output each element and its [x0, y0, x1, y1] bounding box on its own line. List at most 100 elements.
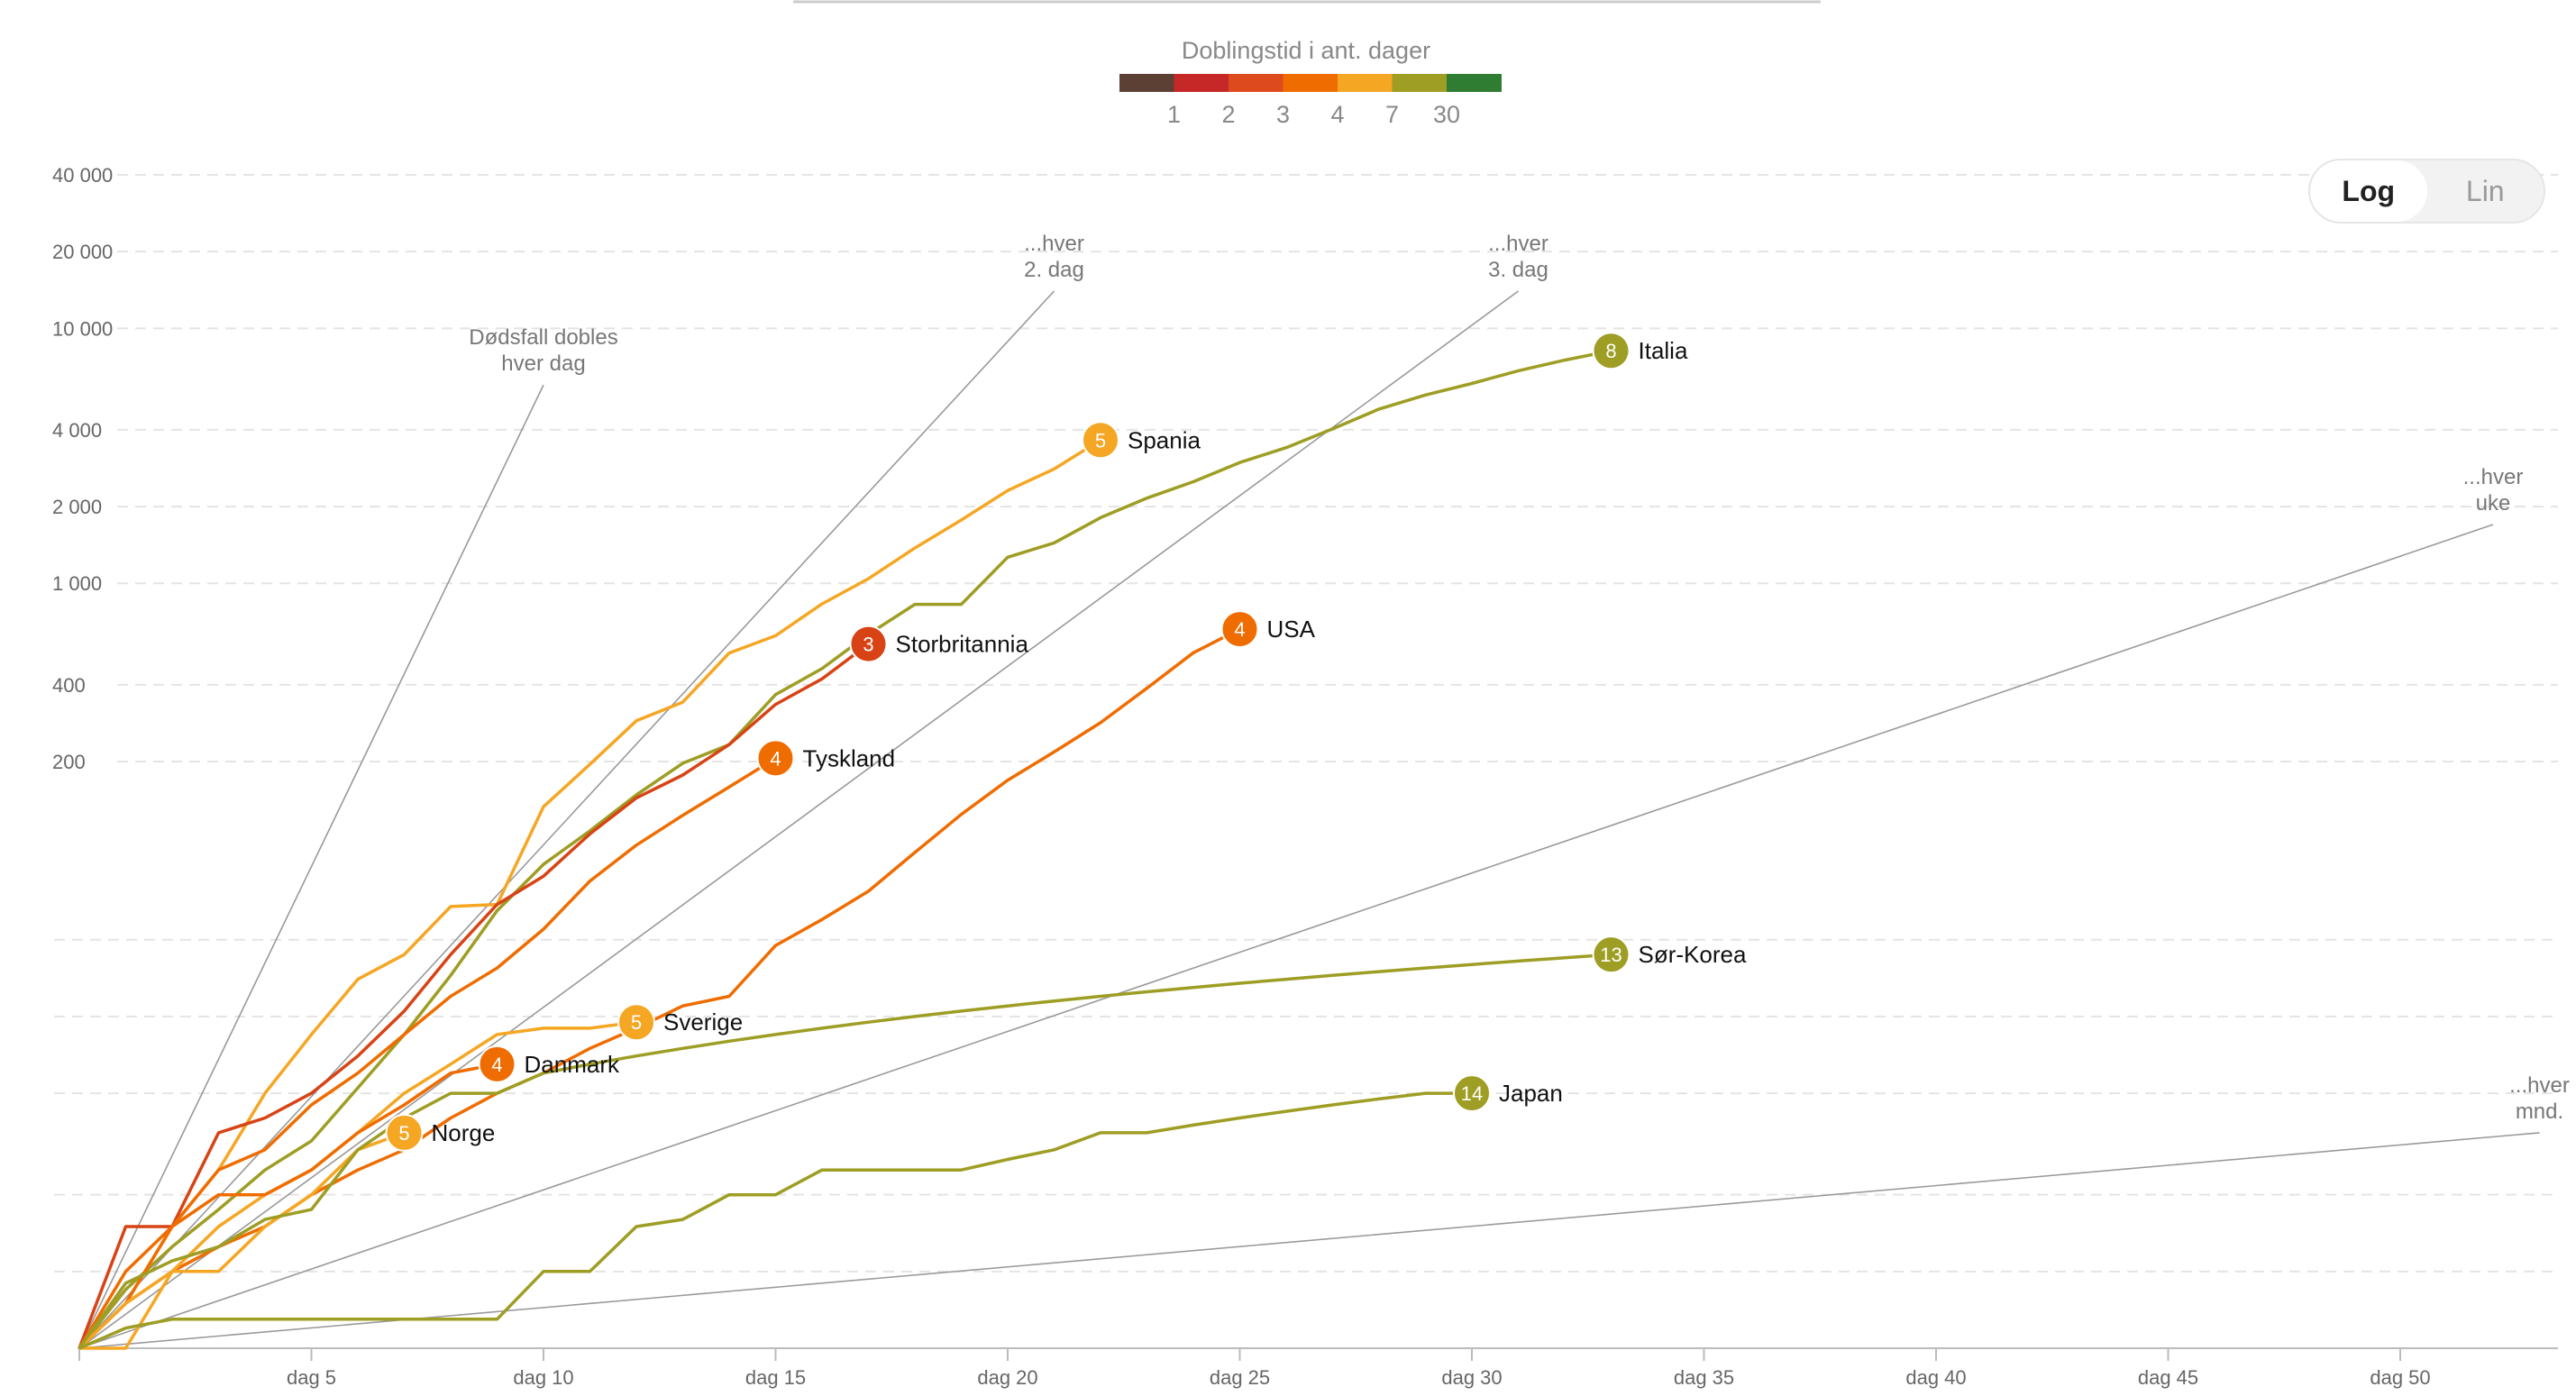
legend-swatch [1338, 74, 1393, 92]
x-tick-label: dag 5 [287, 1366, 336, 1389]
y-tick-label: 10 000 [52, 317, 113, 340]
series-label: Tyskland [803, 744, 896, 771]
series-line [78, 627, 1241, 1350]
legend-swatch [1229, 74, 1283, 92]
x-tick-label: dag 50 [2370, 1366, 2430, 1389]
legend-title: Doblingstid i ant. dager [1182, 37, 1430, 64]
reference-line-label: 2. dag [1024, 258, 1084, 282]
y-tick-label: 4 000 [52, 419, 102, 442]
series-label: Sør-Korea [1639, 941, 1747, 968]
legend-swatch [1447, 74, 1502, 92]
series-endpoint: 5 Norge [385, 1113, 496, 1152]
lin-scale-button[interactable]: Lin [2465, 174, 2505, 207]
series-line [78, 438, 1101, 1350]
reference-line-label: ...hver [1488, 232, 1548, 256]
series-endpoint: 14 Japan [1453, 1074, 1563, 1113]
series-badge [1082, 421, 1119, 460]
series-endpoint: 3 Storbritannia [849, 625, 1029, 663]
x-tick-label: dag 10 [513, 1366, 573, 1389]
legend-labels: 1 2 3 4 7 30 [1167, 101, 1460, 128]
x-tick-label: dag 15 [745, 1366, 806, 1389]
reference-line-label: mnd. [2516, 1099, 2563, 1124]
legend-label: 7 [1385, 101, 1399, 128]
legend-swatches [1119, 74, 1502, 92]
reference-line-label: uke [2476, 491, 2511, 516]
series-badge [1592, 332, 1631, 370]
x-tick-label: dag 30 [1441, 1366, 1502, 1389]
reference-line [78, 524, 2494, 1349]
series-label: Italia [1639, 337, 1688, 364]
series-label: Danmark [525, 1051, 620, 1078]
series-badge [1220, 610, 1259, 649]
x-tick-label: dag 35 [1674, 1366, 1734, 1389]
series-line [78, 756, 777, 1350]
series-badge [385, 1113, 424, 1152]
series-label: Spania [1128, 426, 1201, 453]
reference-line [78, 1132, 2540, 1349]
log-scale-button[interactable]: Log [2310, 160, 2427, 222]
legend-swatch [1283, 74, 1338, 92]
y-tick-label: 1 000 [52, 572, 102, 595]
reference-line-label: Dødsfall dobles [469, 325, 617, 350]
series-endpoint: 5 Spania [1082, 421, 1201, 460]
series-label: USA [1267, 616, 1316, 643]
reference-line [78, 384, 544, 1349]
y-tick-label: 2 000 [52, 496, 102, 518]
series-endpoint: 4 Danmark [478, 1045, 620, 1083]
series-line [78, 1131, 406, 1350]
legend-swatch [1392, 74, 1448, 92]
y-tick-label: 200 [52, 751, 86, 773]
series-badge-number: 8 [1605, 340, 1616, 362]
reference-line-label: ...hver [1024, 232, 1084, 256]
y-axis: 200 400 1 000 2 000 4 000 10 000 20 000 40 000 [52, 164, 113, 773]
y-tick-label: 20 000 [52, 241, 113, 263]
scale-toggle: Log Lin [2308, 159, 2545, 224]
series-badge-number: 4 [1234, 618, 1245, 641]
legend-swatch [1119, 74, 1174, 92]
legend-label: 2 [1221, 101, 1235, 128]
series-badge [1453, 1074, 1491, 1113]
series-endpoint: 13 Sør-Korea [1592, 935, 1747, 974]
series-badge [849, 625, 888, 663]
series-label: Storbritannia [896, 631, 1029, 658]
legend-label: 4 [1330, 101, 1344, 128]
series-label: Norge [432, 1119, 496, 1146]
reference-line-label: ...hver [2463, 465, 2524, 489]
series-badge-number: 3 [863, 634, 873, 656]
y-tick-label: 40 000 [52, 164, 113, 187]
series-badge-number: 14 [1461, 1082, 1483, 1105]
reference-line-label: hver dag [501, 351, 585, 376]
x-axis: dag 5 dag 10 dag 15 dag 20 dag 25 dag 30 dag 3… [78, 1347, 2558, 1389]
legend-label: 30 [1433, 101, 1460, 128]
reference-line [78, 290, 1055, 1349]
x-tick-label: dag 25 [1210, 1366, 1270, 1389]
series-line [78, 1063, 498, 1349]
series-line [78, 349, 1612, 1350]
series-badge [1592, 935, 1631, 974]
series-badge-number: 4 [770, 747, 781, 770]
x-tick-label: dag 20 [977, 1366, 1037, 1389]
legend-swatch [1174, 74, 1229, 92]
x-tick-label: dag 45 [2138, 1366, 2198, 1389]
series-line [78, 643, 870, 1349]
series-badge-number: 13 [1600, 944, 1621, 966]
series-badge-number: 5 [1095, 429, 1106, 452]
reference-line-label: ...hver [2509, 1073, 2570, 1098]
series-badge-number: 5 [398, 1122, 409, 1145]
series-badge [478, 1045, 516, 1083]
series-endpoints: 8 Italia 5 Spania 3 Storbritannia 4 Tyskland 4 US… [385, 332, 1747, 1152]
series-endpoint: 8 Italia [1592, 332, 1688, 370]
series-badge [617, 1003, 655, 1042]
doubling-time-legend: Doblingstid i ant. dager 1 2 3 4 7 30 [1119, 37, 1502, 128]
series-endpoint: 5 Sverige [617, 1003, 743, 1042]
reference-line [78, 290, 1519, 1349]
series-endpoint: 4 Tyskland [756, 739, 896, 778]
series-endpoint: 4 USA [1220, 610, 1316, 649]
legend-label: 3 [1276, 101, 1290, 128]
series-badge-number: 5 [631, 1011, 642, 1034]
series-badge-number: 4 [491, 1054, 502, 1076]
series-label: Japan [1499, 1080, 1563, 1107]
series-lines [78, 349, 1612, 1350]
